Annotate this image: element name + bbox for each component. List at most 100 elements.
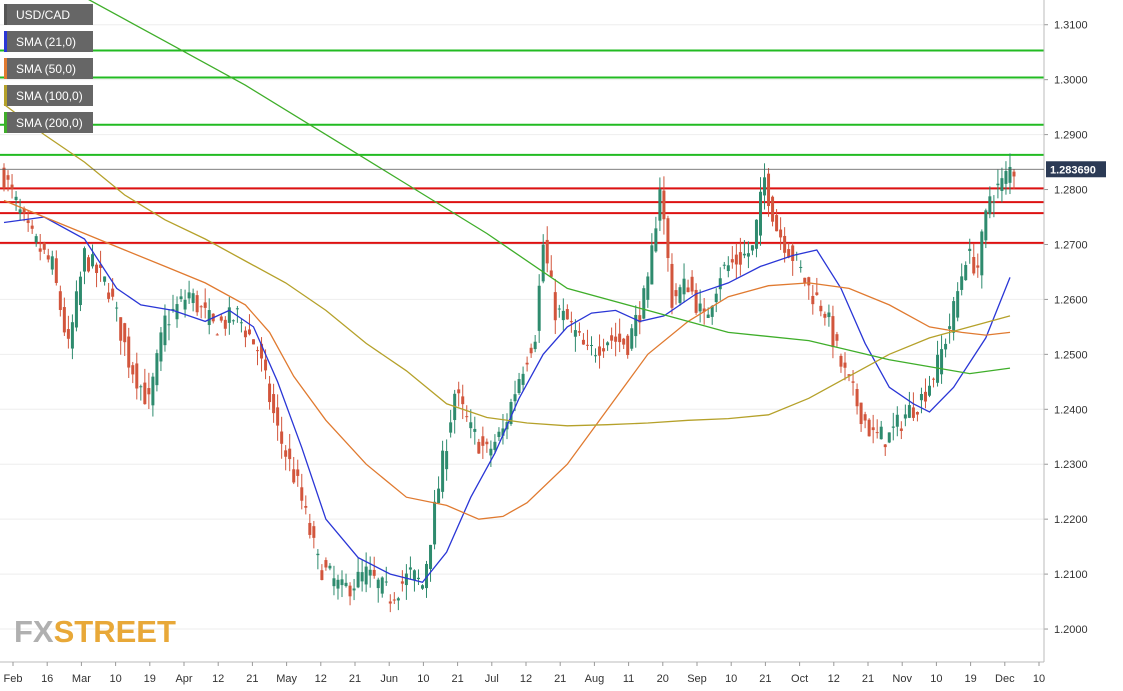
candle-body	[344, 582, 348, 587]
candle-body	[589, 345, 593, 347]
candle-body	[34, 236, 38, 243]
chart-axes: 1.2000 1.2100 1.2200 1.2300 1.2400 1.2500 1.26…	[0, 0, 1088, 685]
candle-body	[26, 220, 30, 224]
candle-body	[835, 334, 839, 341]
candle-body	[622, 338, 626, 345]
candle-body	[404, 573, 408, 586]
candle-body	[610, 335, 614, 341]
candle-body	[368, 569, 372, 576]
candle-body	[843, 362, 847, 368]
candle-body	[272, 394, 276, 414]
candle-body	[650, 245, 654, 285]
sma-lines	[3, 0, 1011, 584]
candle-body	[767, 173, 771, 207]
candle-body	[171, 308, 175, 310]
legend-sma-100: SMA (100,0)	[4, 85, 93, 106]
candle-body	[308, 522, 312, 535]
candle-body	[501, 428, 505, 436]
candle-body	[103, 276, 107, 282]
candle-body	[203, 302, 207, 308]
candle-body	[183, 299, 187, 310]
candle-body	[899, 428, 903, 431]
legend-sma-200-label: SMA (200,0)	[16, 115, 83, 130]
candle-body	[948, 326, 952, 329]
y-tick-label: 1.2200	[1054, 514, 1088, 526]
candle-body	[300, 487, 304, 501]
sma-line	[3, 199, 1011, 520]
candle-body	[807, 277, 811, 286]
candle-body	[46, 255, 50, 260]
candle-body	[396, 598, 400, 601]
x-tick-label: 12	[520, 673, 532, 685]
candle-body	[750, 245, 754, 251]
candle-body	[698, 303, 702, 312]
candle-body	[372, 569, 376, 576]
candle-body	[771, 196, 775, 222]
candle-body	[260, 343, 264, 359]
candle-body	[754, 219, 758, 249]
candle-body	[167, 324, 171, 326]
x-tick-label: Nov	[892, 673, 912, 685]
candle-body	[984, 210, 988, 241]
candle-body	[179, 296, 183, 300]
candle-body	[686, 287, 690, 293]
candle-body	[911, 407, 915, 418]
candle-body	[159, 332, 163, 362]
candle-body	[1000, 178, 1004, 191]
candle-body	[412, 570, 416, 581]
candle-body	[964, 265, 968, 281]
candle-body	[304, 505, 308, 508]
candle-body	[2, 167, 6, 189]
candle-body	[231, 320, 235, 322]
candle-body	[235, 308, 239, 310]
candle-body	[87, 257, 91, 272]
candle-body	[22, 208, 26, 214]
candle-body	[296, 469, 300, 476]
candle-body	[312, 526, 316, 538]
candle-body	[956, 291, 960, 318]
candle-body	[58, 291, 62, 310]
candle-body	[223, 319, 227, 329]
last-price-label: 1.283690	[1050, 164, 1096, 176]
support-resistance-lines	[0, 49, 1044, 244]
x-tick-label: Aug	[585, 673, 605, 685]
candle-body	[927, 385, 931, 396]
candle-body	[670, 263, 674, 308]
candle-body	[473, 428, 477, 432]
candle-body	[944, 343, 948, 350]
candle-body	[529, 347, 533, 354]
candle-body	[811, 295, 815, 305]
candle-body	[147, 388, 151, 395]
candle-body	[936, 354, 940, 383]
x-tick-label: 10	[725, 673, 737, 685]
candle-body	[996, 183, 1000, 186]
candle-body	[143, 382, 147, 405]
candle-body	[875, 432, 879, 434]
legend-sma-50: SMA (50,0)	[4, 58, 93, 79]
candle-body	[988, 196, 992, 215]
x-tick-label: 10	[930, 673, 942, 685]
candle-body	[239, 322, 243, 324]
candle-body	[940, 349, 944, 375]
candle-body	[66, 329, 70, 339]
x-tick-label: 12	[212, 673, 224, 685]
candle-body	[1008, 166, 1012, 183]
x-tick-label: 21	[451, 673, 463, 685]
candle-body	[594, 355, 598, 357]
candle-body	[666, 218, 670, 259]
candle-body	[734, 254, 738, 265]
candle-body	[445, 451, 449, 470]
candle-body	[316, 553, 320, 556]
candle-body	[1004, 171, 1008, 184]
y-tick-label: 1.2800	[1054, 185, 1088, 197]
candle-body	[799, 266, 803, 268]
candle-body	[549, 270, 553, 277]
sma-line	[88, 0, 1011, 375]
candle-body	[155, 353, 159, 386]
candle-body	[70, 322, 74, 349]
candle-body	[497, 431, 501, 438]
candle-body	[481, 436, 485, 446]
candle-body	[972, 257, 976, 274]
candle-body	[533, 341, 537, 350]
